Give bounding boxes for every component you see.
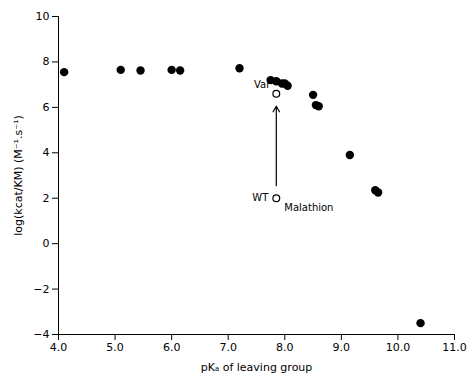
svg-text:10: 10 [36,10,50,23]
svg-text:WT: WT [252,192,269,203]
svg-text:7.0: 7.0 [219,341,237,354]
svg-text:Malathion: Malathion [284,202,333,213]
svg-text:9.0: 9.0 [333,341,351,354]
svg-text:5.0: 5.0 [106,341,124,354]
svg-text:log(kcat/KM) (M⁻¹.s⁻¹): log(kcat/KM) (M⁻¹.s⁻¹) [12,115,25,235]
svg-text:8: 8 [43,55,50,68]
svg-text:4.0: 4.0 [50,341,68,354]
svg-text:pKₐ of leaving group: pKₐ of leaving group [201,361,313,374]
svg-text:4: 4 [43,146,50,159]
svg-text:2: 2 [43,192,50,205]
svg-text:Var: Var [254,79,271,90]
svg-text:11.0: 11.0 [442,341,467,354]
svg-text:10.0: 10.0 [386,341,411,354]
svg-text:6.0: 6.0 [163,341,181,354]
svg-text:8.0: 8.0 [276,341,294,354]
svg-text:−4: −4 [33,328,49,341]
svg-text:−2: −2 [33,283,49,296]
svg-text:0: 0 [43,237,50,250]
svg-text:6: 6 [43,101,50,114]
